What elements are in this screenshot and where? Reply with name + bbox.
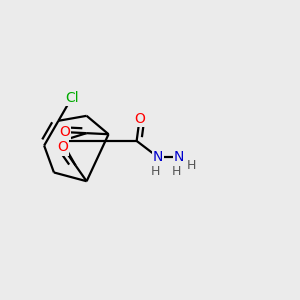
Text: H: H xyxy=(186,160,196,172)
Text: N: N xyxy=(153,150,163,164)
Text: N: N xyxy=(56,134,67,148)
Text: O: O xyxy=(59,125,70,139)
Text: H: H xyxy=(172,165,181,178)
Text: Cl: Cl xyxy=(65,91,79,105)
Text: N: N xyxy=(174,150,184,164)
Text: O: O xyxy=(57,140,68,154)
Text: H: H xyxy=(150,165,160,178)
Text: O: O xyxy=(134,112,145,126)
